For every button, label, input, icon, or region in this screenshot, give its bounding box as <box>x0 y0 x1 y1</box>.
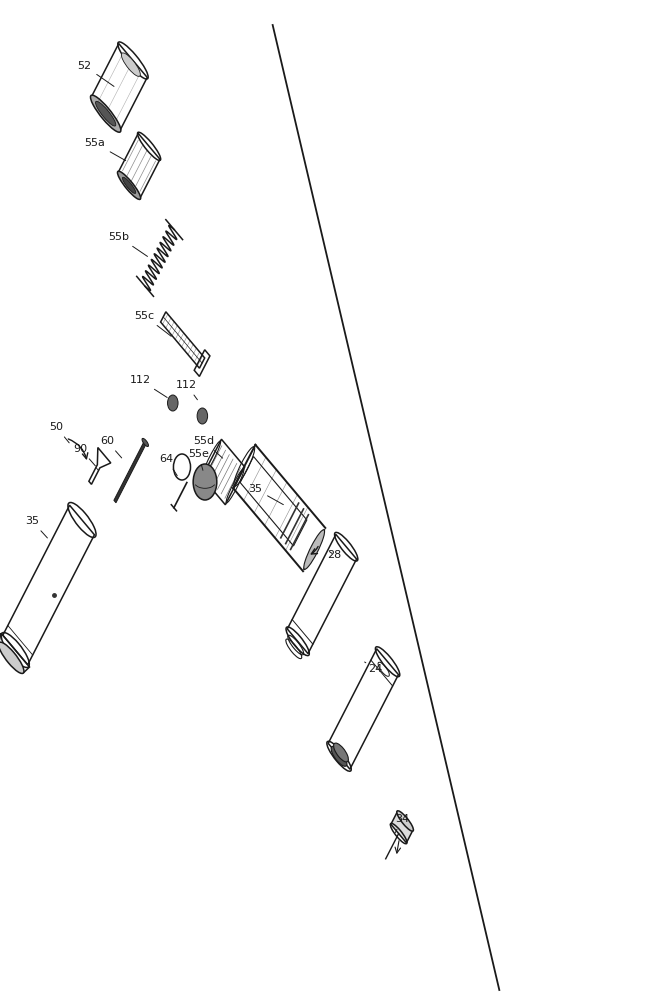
Text: 64: 64 <box>160 454 177 476</box>
Ellipse shape <box>334 743 348 762</box>
Text: 50: 50 <box>49 422 69 443</box>
Text: 28: 28 <box>327 550 342 560</box>
Text: 55e: 55e <box>188 449 209 470</box>
Text: 55d: 55d <box>193 436 223 458</box>
Ellipse shape <box>122 53 141 76</box>
Circle shape <box>168 395 178 411</box>
Circle shape <box>193 464 217 500</box>
Circle shape <box>197 408 208 424</box>
Text: 34: 34 <box>395 814 409 832</box>
Text: 112: 112 <box>176 380 198 400</box>
Polygon shape <box>114 441 147 503</box>
Text: 90: 90 <box>74 444 95 466</box>
Ellipse shape <box>304 530 325 569</box>
Text: 35: 35 <box>25 516 47 538</box>
Text: 52: 52 <box>78 61 114 86</box>
Text: 35: 35 <box>248 484 283 505</box>
Ellipse shape <box>331 746 347 766</box>
Ellipse shape <box>91 95 121 132</box>
Ellipse shape <box>118 171 141 199</box>
Ellipse shape <box>95 101 116 126</box>
Ellipse shape <box>0 642 24 673</box>
Ellipse shape <box>142 438 148 447</box>
Text: 55c: 55c <box>135 311 171 336</box>
Text: 55a: 55a <box>84 138 125 161</box>
Polygon shape <box>391 812 413 843</box>
Text: 24: 24 <box>365 662 383 674</box>
Text: 55b: 55b <box>108 232 148 256</box>
Text: 112: 112 <box>129 375 167 397</box>
Text: 60: 60 <box>100 436 122 458</box>
Ellipse shape <box>397 811 413 831</box>
Ellipse shape <box>122 177 136 193</box>
